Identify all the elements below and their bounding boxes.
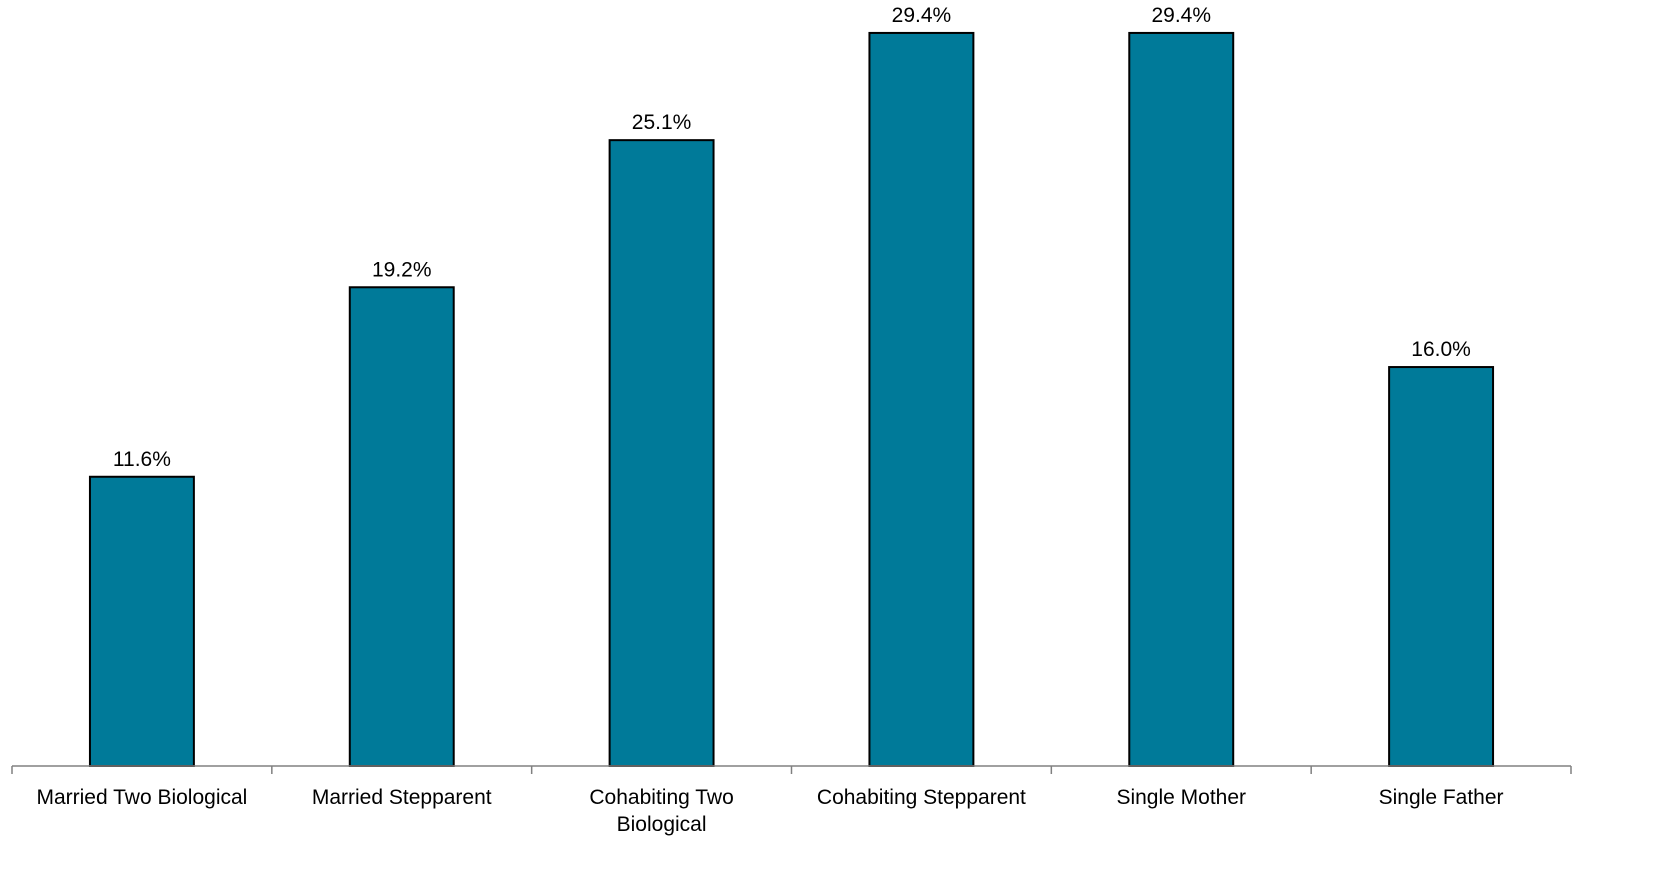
- bar: [348, 286, 455, 767]
- data-labels-group: 11.6% 19.2% 25.1% 29.4% 29.4% 16.0%: [113, 4, 1471, 471]
- category-label: Cohabiting Two Biological: [589, 786, 733, 836]
- bar-value-label: 19.2%: [372, 258, 432, 281]
- bars-group: [88, 31, 1495, 768]
- category-label: Married Two Biological: [36, 786, 247, 809]
- category-label: Married Stepparent: [312, 786, 492, 809]
- category-label: Cohabiting Stepparent: [817, 786, 1026, 809]
- bar-value-label: 25.1%: [632, 111, 692, 134]
- bar: [868, 31, 975, 768]
- bar: [1388, 366, 1495, 767]
- x-axis-ticks: [11, 766, 1572, 774]
- bar: [88, 475, 195, 767]
- bar-value-label: 11.6%: [113, 448, 171, 471]
- category-label: Single Mother: [1116, 786, 1246, 809]
- category-label: Single Father: [1379, 786, 1504, 809]
- bar-value-label: 29.4%: [1151, 4, 1211, 27]
- bar: [608, 139, 715, 768]
- bar: [1128, 31, 1235, 768]
- bar-value-label: 29.4%: [892, 4, 952, 27]
- bar-value-label: 16.0%: [1411, 338, 1471, 361]
- category-labels-group: Married Two Biological Married Stepparent…: [36, 786, 1503, 836]
